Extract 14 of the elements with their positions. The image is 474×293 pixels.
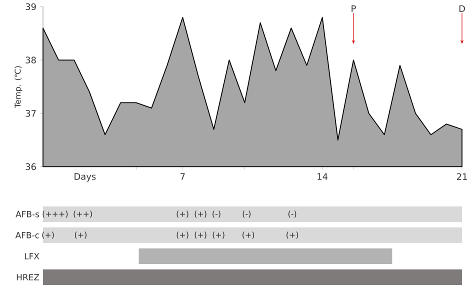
y-tick-label: 37 xyxy=(26,110,36,117)
x-axis-title: Days xyxy=(74,173,96,182)
y-tick-label: 39 xyxy=(26,3,36,10)
y-tick-label: AFB-c xyxy=(15,232,39,238)
x-tick-label: 7 xyxy=(180,173,185,180)
x-tick-label: 21 xyxy=(456,173,467,180)
annotation: P xyxy=(352,6,356,12)
x-tick-label: 14 xyxy=(318,173,328,180)
y-tick-label: LFX xyxy=(24,253,40,260)
annotation: D xyxy=(459,6,465,12)
y-tick-label: 36 xyxy=(26,163,36,170)
y-tick-label: HREZ xyxy=(16,274,40,280)
y-tick-label: 38 xyxy=(26,56,36,64)
y-tick-label: AFB-s xyxy=(16,211,40,218)
